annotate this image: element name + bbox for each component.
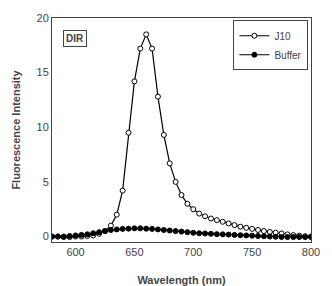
svg-text:0: 0: [43, 230, 49, 242]
svg-text:Wavelength (nm): Wavelength (nm): [137, 274, 226, 286]
svg-text:Buffer: Buffer: [274, 50, 301, 61]
svg-text:J10: J10: [274, 31, 291, 42]
svg-text:DIR: DIR: [66, 33, 84, 44]
svg-text:Fluorescence Intensity: Fluorescence Intensity: [10, 70, 22, 190]
svg-text:10: 10: [37, 121, 49, 133]
svg-text:800: 800: [302, 246, 320, 258]
svg-text:5: 5: [43, 176, 49, 188]
svg-text:20: 20: [37, 12, 49, 24]
svg-text:650: 650: [125, 246, 143, 258]
svg-text:600: 600: [66, 246, 84, 258]
svg-text:750: 750: [243, 246, 261, 258]
svg-text:700: 700: [184, 246, 202, 258]
svg-text:15: 15: [37, 66, 49, 78]
